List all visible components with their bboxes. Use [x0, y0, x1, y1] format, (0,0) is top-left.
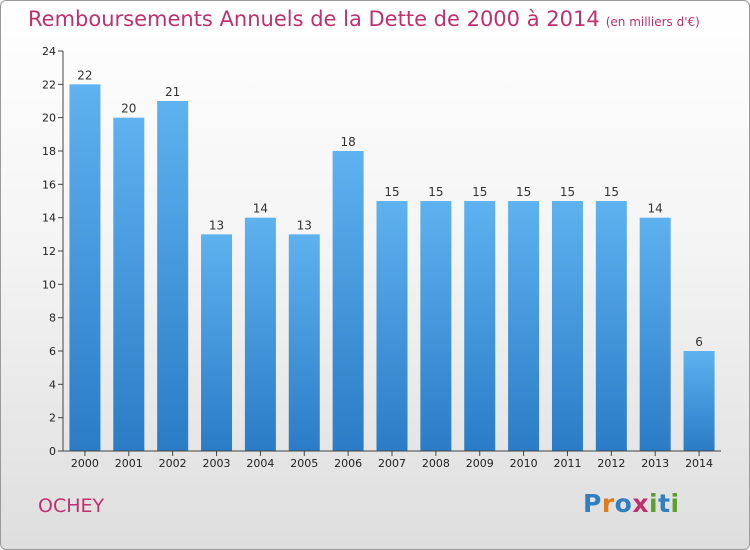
y-tick-label: 2: [49, 412, 56, 425]
bar-value-label: 22: [77, 68, 92, 82]
bar[interactable]: [551, 201, 583, 451]
bar-value-label: 6: [695, 335, 703, 349]
x-tick-label: 2009: [466, 457, 494, 470]
x-tick-label: 2013: [641, 457, 669, 470]
bar-value-label: 14: [253, 202, 268, 216]
bar[interactable]: [420, 201, 452, 451]
bar-value-label: 20: [121, 102, 136, 116]
y-tick-label: 0: [49, 445, 56, 458]
x-tick-label: 2004: [246, 457, 274, 470]
chart-title-text: Remboursements Annuels de la Dette de 20…: [28, 7, 600, 31]
y-tick-label: 12: [42, 245, 56, 258]
bar[interactable]: [332, 151, 364, 451]
bar-value-label: 18: [340, 135, 355, 149]
bar[interactable]: [639, 217, 671, 451]
bar-value-label: 15: [384, 185, 399, 199]
y-tick-label: 10: [42, 278, 56, 291]
x-tick-label: 2014: [685, 457, 713, 470]
y-tick-label: 24: [42, 45, 56, 58]
bar-value-label: 15: [428, 185, 443, 199]
x-tick-label: 2002: [159, 457, 187, 470]
bar-value-label: 15: [560, 185, 575, 199]
logo-letter: t: [658, 489, 671, 518]
bar-value-label: 15: [472, 185, 487, 199]
chart-unit-label: (en milliers d'€): [605, 15, 700, 29]
y-tick-label: 22: [42, 78, 56, 91]
logo-letter: i: [649, 489, 659, 518]
bar[interactable]: [69, 84, 101, 451]
chart-title: Remboursements Annuels de la Dette de 20…: [28, 7, 700, 31]
proxiti-logo[interactable]: Proxiti: [583, 489, 680, 518]
bar[interactable]: [157, 101, 189, 451]
bar[interactable]: [288, 234, 320, 451]
x-tick-label: 2010: [510, 457, 538, 470]
x-tick-label: 2007: [378, 457, 406, 470]
y-tick-label: 4: [49, 378, 56, 391]
logo-letter: r: [601, 489, 615, 518]
bar[interactable]: [113, 117, 145, 452]
bar-value-label: 15: [516, 185, 531, 199]
bar-value-label: 15: [604, 185, 619, 199]
bar[interactable]: [683, 351, 715, 451]
y-tick-label: 16: [42, 178, 56, 191]
logo-letter: P: [583, 489, 602, 518]
x-tick-label: 2012: [597, 457, 625, 470]
logo-letter: o: [614, 489, 633, 518]
x-tick-label: 2006: [334, 457, 362, 470]
y-tick-label: 20: [42, 112, 56, 125]
bar[interactable]: [595, 201, 627, 451]
bar[interactable]: [464, 201, 496, 451]
bar[interactable]: [244, 217, 276, 451]
x-tick-label: 2000: [71, 457, 99, 470]
bar[interactable]: [201, 234, 233, 451]
y-tick-label: 8: [49, 312, 56, 325]
bar[interactable]: [508, 201, 540, 451]
x-tick-label: 2011: [553, 457, 581, 470]
x-tick-label: 2003: [203, 457, 231, 470]
bar-value-label: 14: [648, 202, 663, 216]
x-tick-label: 2008: [422, 457, 450, 470]
bar-value-label: 13: [297, 218, 312, 232]
y-tick-label: 6: [49, 345, 56, 358]
y-tick-label: 18: [42, 145, 56, 158]
y-tick-label: 14: [42, 212, 56, 225]
x-tick-label: 2005: [290, 457, 318, 470]
logo-letter: x: [632, 489, 649, 518]
commune-name: OCHEY: [38, 495, 105, 517]
bar-value-label: 21: [165, 85, 180, 99]
bar-value-label: 13: [209, 218, 224, 232]
logo-letter: i: [670, 489, 680, 518]
bar[interactable]: [376, 201, 408, 451]
x-tick-label: 2001: [115, 457, 143, 470]
